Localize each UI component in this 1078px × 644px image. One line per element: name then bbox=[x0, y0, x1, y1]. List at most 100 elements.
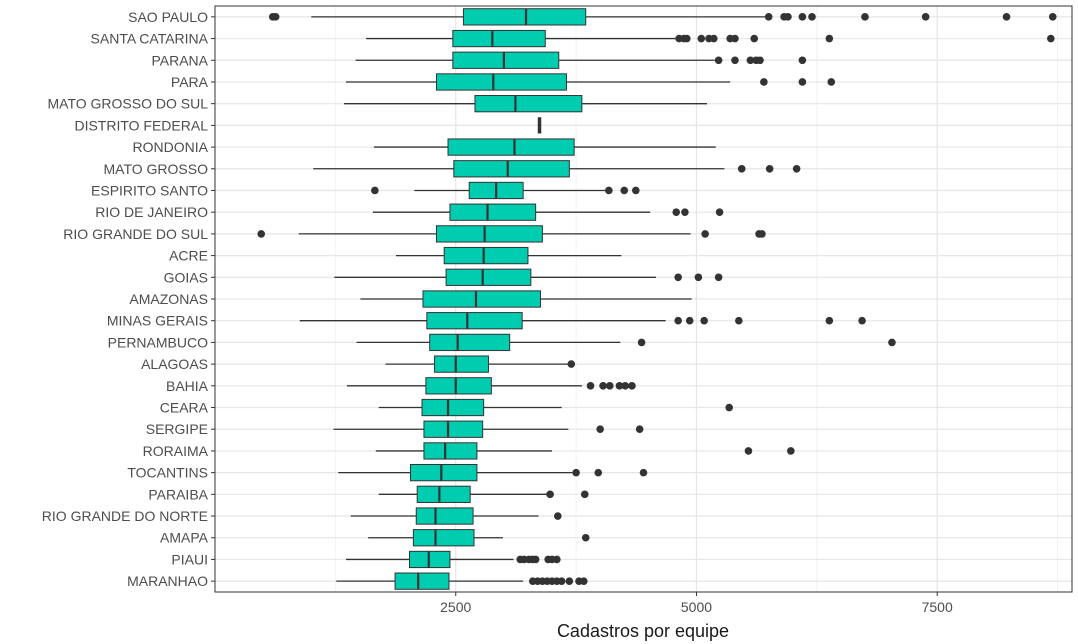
y-tick-label: RORAIMA bbox=[143, 443, 209, 459]
y-tick-label: RIO GRANDE DO SUL bbox=[63, 226, 208, 242]
x-tick-label: 7500 bbox=[922, 599, 953, 615]
outlier-point bbox=[620, 186, 629, 195]
outlier-point bbox=[271, 13, 280, 21]
y-tick-label: MARANHAO bbox=[127, 573, 208, 589]
outlier-point bbox=[1002, 13, 1011, 21]
box-sao-paulo bbox=[268, 8, 1057, 26]
box-pernambuco bbox=[356, 333, 896, 352]
outlier-point bbox=[714, 273, 723, 282]
outlier-point bbox=[1047, 34, 1055, 43]
outlier-point bbox=[792, 164, 801, 173]
outlier-point bbox=[750, 34, 759, 43]
outlier-point bbox=[554, 512, 562, 520]
iqr-box bbox=[435, 225, 543, 243]
y-tick-label: SANTA CATARINA bbox=[91, 31, 209, 47]
outlier-point bbox=[725, 403, 733, 412]
outlier-point bbox=[546, 490, 554, 499]
outlier-point bbox=[586, 382, 595, 390]
outlier-point bbox=[628, 382, 636, 390]
y-tick-label: AMAPA bbox=[160, 530, 209, 546]
box-mato-grosso bbox=[313, 160, 801, 178]
y-tick-label: ACRE bbox=[169, 248, 208, 264]
outlier-point bbox=[808, 13, 816, 21]
outlier-point bbox=[631, 186, 640, 195]
outlier-point bbox=[787, 447, 795, 455]
outlier-point bbox=[694, 273, 703, 282]
box-paraiba bbox=[378, 485, 589, 503]
iqr-box bbox=[426, 312, 523, 330]
box-para bbox=[345, 73, 836, 91]
outlier-point bbox=[615, 382, 624, 390]
outlier-point bbox=[371, 186, 379, 195]
iqr-box bbox=[421, 398, 485, 417]
x-tick-label: 5000 bbox=[681, 599, 712, 615]
iqr-box bbox=[409, 463, 478, 482]
outlier-point bbox=[257, 230, 266, 238]
iqr-box bbox=[474, 95, 583, 113]
box-rio-grande-do-sul bbox=[257, 225, 766, 243]
outlier-point bbox=[599, 382, 607, 390]
y-tick-label: PARAIBA bbox=[148, 486, 208, 502]
box-roraima bbox=[375, 442, 795, 460]
y-tick-label: PERNAMBUCO bbox=[108, 334, 208, 350]
outlier-point bbox=[639, 468, 648, 477]
box-bahia bbox=[346, 377, 636, 395]
outlier-point bbox=[605, 186, 613, 195]
y-tick-label: CEARA bbox=[160, 400, 209, 416]
outlier-point bbox=[674, 273, 682, 282]
outlier-point bbox=[764, 13, 773, 21]
outlier-point bbox=[557, 577, 566, 585]
outlier-point bbox=[685, 316, 694, 325]
y-tick-label: RIO GRANDE DO NORTE bbox=[42, 508, 208, 524]
outlier-point bbox=[579, 577, 588, 585]
iqr-box bbox=[445, 268, 532, 286]
outlier-point bbox=[581, 533, 590, 542]
outlier-point bbox=[553, 555, 561, 564]
box-alagoas bbox=[385, 355, 576, 373]
iqr-box bbox=[423, 420, 484, 438]
iqr-box bbox=[394, 572, 450, 590]
outlier-point bbox=[888, 338, 896, 347]
box-espirito-santo bbox=[371, 181, 640, 200]
outlier-point bbox=[596, 425, 604, 434]
y-tick-label: MATO GROSSO DO SUL bbox=[47, 96, 208, 112]
outlier-point bbox=[798, 13, 807, 21]
y-tick-label: SERGIPE bbox=[146, 421, 208, 437]
outlier-point bbox=[861, 13, 869, 21]
y-tick-label: ESPIRITO SANTO bbox=[91, 182, 208, 198]
outlier-point bbox=[731, 34, 739, 43]
outlier-point bbox=[683, 34, 691, 43]
outlier-point bbox=[580, 490, 589, 499]
outlier-point bbox=[765, 164, 774, 173]
outlier-point bbox=[921, 13, 930, 21]
box-piaui bbox=[345, 550, 561, 569]
outlier-point bbox=[827, 78, 836, 86]
outlier-point bbox=[715, 208, 724, 216]
y-tick-label: MATO GROSSO bbox=[104, 161, 209, 177]
box-tocantins bbox=[338, 463, 648, 482]
box-rondonia bbox=[373, 138, 716, 156]
boxes-layer bbox=[257, 8, 1057, 590]
outlier-point bbox=[825, 34, 834, 43]
box-minas-gerais bbox=[299, 312, 866, 330]
iqr-box bbox=[416, 485, 471, 503]
y-tick-label: AMAZONAS bbox=[129, 291, 208, 307]
box-ceara bbox=[378, 398, 733, 417]
outlier-point bbox=[709, 34, 718, 43]
iqr-box bbox=[412, 529, 475, 547]
iqr-box bbox=[422, 290, 541, 308]
outlier-point bbox=[594, 468, 603, 477]
outlier-point bbox=[714, 56, 723, 65]
box-amazonas bbox=[360, 290, 692, 308]
iqr-box bbox=[415, 507, 474, 525]
outlier-point bbox=[565, 577, 574, 585]
x-axis-title: Cadastros por equipe bbox=[557, 621, 729, 641]
outlier-point bbox=[798, 56, 807, 65]
y-tick-label: DISTRITO FEDERAL bbox=[74, 117, 208, 133]
outlier-point bbox=[681, 208, 689, 216]
y-tick-label: SAO PAULO bbox=[128, 9, 208, 25]
y-tick-label: MINAS GERAIS bbox=[107, 313, 208, 329]
y-axis-tick-labels: SAO PAULO SANTA CATARINA PARANA PARA MATO GR… bbox=[42, 9, 215, 589]
outlier-point bbox=[737, 164, 746, 173]
